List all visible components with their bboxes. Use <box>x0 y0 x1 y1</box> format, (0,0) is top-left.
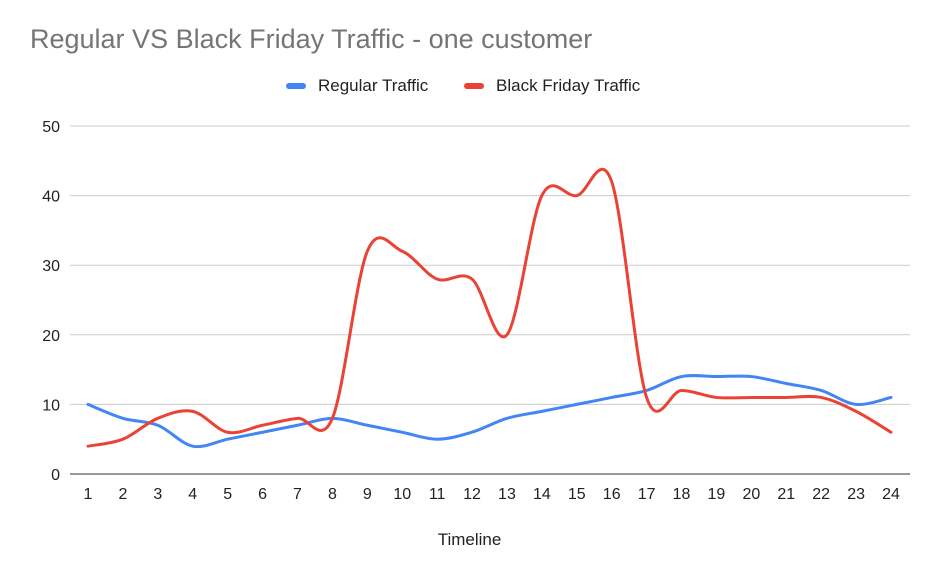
black-friday-traffic-point-16 <box>610 180 614 184</box>
regular-traffic-point-16 <box>610 395 614 399</box>
black-friday-traffic-point-9 <box>365 249 369 253</box>
y-tick-label: 40 <box>42 189 60 206</box>
legend-label-regular: Regular Traffic <box>318 76 429 95</box>
black-friday-traffic-point-2 <box>121 437 125 441</box>
regular-traffic-point-19 <box>714 375 718 379</box>
regular-traffic-point-9 <box>365 423 369 427</box>
x-tick-label: 1 <box>84 486 93 503</box>
black-friday-traffic-point-11 <box>435 277 439 281</box>
regular-traffic-point-24 <box>889 395 893 399</box>
black-friday-traffic-point-20 <box>749 395 753 399</box>
regular-traffic-point-15 <box>575 402 579 406</box>
black-friday-traffic-point-13 <box>505 333 509 337</box>
black-friday-traffic-point-18 <box>680 388 684 392</box>
legend-swatch-regular <box>286 83 306 89</box>
black-friday-traffic-point-21 <box>784 395 788 399</box>
y-tick-label: 0 <box>51 467 60 484</box>
black-friday-traffic-point-4 <box>191 409 195 413</box>
y-tick-label: 50 <box>42 119 60 136</box>
legend-label-black-friday: Black Friday Traffic <box>496 76 641 95</box>
x-tick-label: 15 <box>568 486 586 503</box>
y-tick-label: 30 <box>42 258 60 275</box>
legend: Regular Traffic Black Friday Traffic <box>0 76 939 100</box>
x-axis-title: Timeline <box>437 530 502 549</box>
black-friday-traffic-point-15 <box>575 194 579 198</box>
x-tick-label: 13 <box>498 486 516 503</box>
regular-traffic-point-23 <box>854 402 858 406</box>
black-friday-traffic-point-12 <box>470 277 474 281</box>
regular-traffic-point-21 <box>784 382 788 386</box>
x-tick-label: 3 <box>153 486 162 503</box>
x-tick-label: 16 <box>603 486 621 503</box>
black-friday-traffic-point-17 <box>645 395 649 399</box>
black-friday-traffic-point-7 <box>295 416 299 420</box>
x-tick-label: 23 <box>847 486 865 503</box>
x-tick-label: 10 <box>393 486 411 503</box>
regular-traffic-point-5 <box>226 437 230 441</box>
x-tick-label: 11 <box>429 486 446 503</box>
black-friday-traffic-point-3 <box>156 416 160 420</box>
regular-traffic-point-10 <box>400 430 404 434</box>
regular-traffic-point-20 <box>749 375 753 379</box>
black-friday-traffic-point-19 <box>714 395 718 399</box>
black-friday-traffic-point-10 <box>400 249 404 253</box>
regular-traffic-point-3 <box>156 423 160 427</box>
regular-traffic-point-1 <box>86 402 90 406</box>
black-friday-traffic-point-1 <box>86 444 90 448</box>
x-tick-label: 5 <box>223 486 232 503</box>
x-tick-label: 17 <box>638 486 656 503</box>
x-tick-label: 24 <box>882 486 900 503</box>
legend-item-black-friday[interactable]: Black Friday Traffic <box>464 76 640 96</box>
regular-traffic-point-12 <box>470 430 474 434</box>
x-tick-label: 20 <box>742 486 760 503</box>
x-tick-label: 9 <box>363 486 372 503</box>
chart-title: Regular VS Black Friday Traffic - one cu… <box>30 24 593 54</box>
x-tick-label: 6 <box>258 486 267 503</box>
x-tick-label: 14 <box>533 486 551 503</box>
y-tick-label: 20 <box>42 328 60 345</box>
x-tick-label: 4 <box>188 486 197 503</box>
x-tick-label: 21 <box>777 486 795 503</box>
black-friday-traffic-line <box>86 167 893 448</box>
x-tick-label: 22 <box>812 486 830 503</box>
regular-traffic-point-22 <box>819 388 823 392</box>
black-friday-traffic-point-24 <box>889 430 893 434</box>
black-friday-traffic-point-8 <box>330 416 334 420</box>
regular-traffic-point-13 <box>505 416 509 420</box>
black-friday-traffic-point-23 <box>854 409 858 413</box>
black-friday-traffic-point-5 <box>226 430 230 434</box>
black-friday-traffic-point-22 <box>819 395 823 399</box>
regular-traffic-point-7 <box>295 423 299 427</box>
regular-traffic-point-14 <box>540 409 544 413</box>
x-tick-label: 18 <box>673 486 691 503</box>
legend-swatch-black-friday <box>464 83 484 89</box>
black-friday-traffic-point-14 <box>540 194 544 198</box>
regular-traffic-point-6 <box>261 430 265 434</box>
x-tick-label: 8 <box>328 486 337 503</box>
regular-traffic-point-11 <box>435 437 439 441</box>
regular-traffic-point-18 <box>680 375 684 379</box>
x-tick-label: 12 <box>463 486 481 503</box>
regular-traffic-point-4 <box>191 444 195 448</box>
y-tick-label: 10 <box>42 397 60 414</box>
regular-traffic-point-2 <box>121 416 125 420</box>
regular-traffic-line <box>86 374 893 449</box>
legend-item-regular[interactable]: Regular Traffic <box>286 76 428 96</box>
x-tick-label: 19 <box>708 486 726 503</box>
black-friday-traffic-point-6 <box>261 423 265 427</box>
x-tick-label: 7 <box>293 486 302 503</box>
x-tick-label: 2 <box>118 486 127 503</box>
